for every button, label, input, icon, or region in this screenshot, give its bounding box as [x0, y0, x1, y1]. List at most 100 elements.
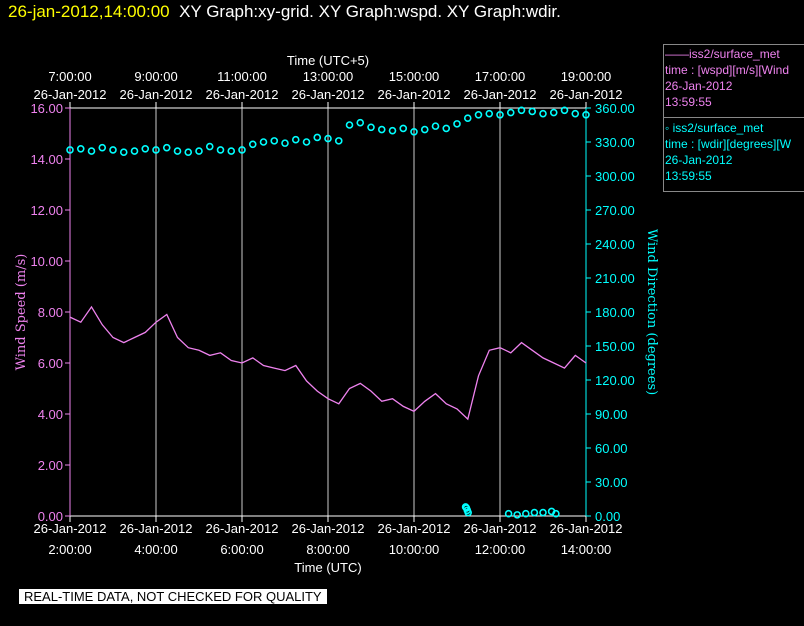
legend-rule: [663, 191, 804, 192]
legend-wspd-name: ——iss2/surface_met: [665, 47, 780, 61]
wind-direction-point: [517, 106, 526, 115]
y2-tick-label: 60.00: [595, 441, 628, 456]
wind-direction-point: [184, 148, 193, 156]
wind-direction-point: [410, 128, 418, 136]
legend-wspd-time: 13:59:55: [665, 95, 712, 109]
wind-direction-point: [109, 146, 117, 154]
top-x-tick-label-date: 26-Jan-2012: [550, 87, 623, 102]
wind-direction-point: [162, 143, 171, 152]
wind-direction-point: [571, 109, 580, 118]
wind-direction-point: [119, 148, 128, 156]
wind-direction-point: [539, 508, 547, 517]
wind-direction-point: [504, 509, 513, 518]
data-layer: [66, 106, 590, 519]
y2-tick-label: 0.00: [595, 509, 620, 524]
wind-direction-point: [530, 508, 539, 517]
wind-direction-point: [552, 509, 560, 518]
wind-direction-point: [528, 107, 537, 116]
y2-tick-label: 270.00: [595, 203, 635, 218]
legend-wdir-time: 13:59:55: [665, 169, 712, 183]
wind-direction-point: [227, 147, 236, 155]
legend-rule: [663, 44, 804, 45]
top-x-tick-label-date: 26-Jan-2012: [34, 87, 107, 102]
wind-direction-point: [238, 146, 246, 154]
y-tick-label: 12.00: [30, 203, 63, 218]
title-timestamp: 26-jan-2012,14:00:00: [8, 2, 170, 21]
wind-direction-point: [76, 145, 85, 153]
y2-tick-label: 30.00: [595, 475, 628, 490]
wind-direction-point: [195, 147, 203, 155]
axes: [65, 102, 591, 522]
wind-direction-point: [420, 125, 429, 134]
wind-direction-point: [259, 138, 268, 146]
y2-tick-label: 360.00: [595, 101, 635, 116]
wind-direction-point: [388, 126, 397, 135]
x-tick-label-date: 26-Jan-2012: [292, 521, 365, 536]
y2-tick-label: 330.00: [595, 135, 635, 150]
y-tick-label: 8.00: [38, 305, 63, 320]
wind-direction-point: [334, 137, 343, 145]
wind-direction-point: [302, 138, 311, 146]
wind-direction-point: [377, 125, 386, 134]
top-x-tick-label-date: 26-Jan-2012: [378, 87, 451, 102]
wind-direction-point: [270, 137, 279, 145]
wind-direction-point: [367, 123, 375, 132]
plot-title: 26-jan-2012,14:00:00 XY Graph:xy-grid. X…: [8, 2, 561, 22]
y-tick-label: 14.00: [30, 152, 63, 167]
wind-direction-point: [98, 143, 107, 152]
y-tick-label: 2.00: [38, 458, 63, 473]
y-tick-label: 4.00: [38, 407, 63, 422]
y2-tick-label: 120.00: [595, 373, 635, 388]
y2-tick-label: 150.00: [595, 339, 635, 354]
y-axis-title: Wind Speed (m/s): [14, 254, 29, 371]
axis-labels: 26-Jan-2012 2:00:00 26-Jan-2012 4:00:00 26-J…: [14, 53, 659, 575]
legend-wdir-var: time : [wdir][degrees][W: [665, 137, 792, 151]
wind-direction-point: [205, 142, 214, 151]
y2-tick-label: 300.00: [595, 169, 635, 184]
wind-direction-point: [496, 111, 504, 119]
wind-direction-point: [521, 509, 530, 518]
x-tick-label-time: 14:00:00: [561, 542, 612, 557]
legend-entry-wspd: ——iss2/surface_met time : [wspd][m/s][Wi…: [665, 46, 804, 110]
wind-direction-point: [453, 120, 461, 128]
top-x-tick-label-time: 9:00:00: [134, 69, 177, 84]
wind-direction-point: [485, 109, 494, 118]
wind-direction-point: [463, 114, 472, 122]
wind-direction-point: [506, 108, 515, 117]
wind-direction-point: [464, 508, 472, 517]
y-tick-label: 6.00: [38, 356, 63, 371]
wind-direction-point: [582, 111, 590, 119]
wind-direction-point: [281, 139, 289, 147]
x-axis-title: Time (UTC): [294, 560, 361, 575]
wind-speed-line: [69, 305, 587, 421]
wind-direction-point: [141, 145, 150, 153]
grid-layer: [155, 108, 501, 516]
wind-direction-point: [474, 111, 483, 119]
wind-direction-point: [173, 147, 182, 155]
x-tick-label-date: 26-Jan-2012: [206, 521, 279, 536]
x-tick-label-date: 26-Jan-2012: [120, 521, 193, 536]
legend-divider: [663, 44, 664, 192]
top-x-tick-label-time: 7:00:00: [48, 69, 91, 84]
x-tick-label-time: 4:00:00: [134, 542, 177, 557]
top-x-tick-label-date: 26-Jan-2012: [120, 87, 193, 102]
legend-wspd-var: time : [wspd][m/s][Wind: [665, 63, 790, 77]
wind-direction-point: [87, 147, 96, 155]
wind-direction-point: [513, 511, 522, 519]
wind-direction-point: [539, 109, 547, 118]
wind-direction-point: [216, 146, 225, 154]
wind-direction-point: [313, 133, 322, 142]
top-x-tick-label-time: 17:00:00: [475, 69, 526, 84]
x-tick-label-time: 2:00:00: [48, 542, 91, 557]
wind-direction-point: [560, 106, 569, 115]
x-tick-label-time: 12:00:00: [475, 542, 526, 557]
legend-rule: [663, 117, 804, 118]
y2-tick-label: 210.00: [595, 271, 635, 286]
top-x-tick-label-time: 11:00:00: [217, 69, 267, 84]
x-tick-label-time: 6:00:00: [220, 542, 263, 557]
wind-direction-point: [345, 121, 354, 129]
y2-tick-label: 180.00: [595, 305, 635, 320]
top-x-tick-label-time: 15:00:00: [389, 69, 440, 84]
wind-direction-point: [291, 135, 300, 144]
x-tick-label-date: 26-Jan-2012: [378, 521, 451, 536]
